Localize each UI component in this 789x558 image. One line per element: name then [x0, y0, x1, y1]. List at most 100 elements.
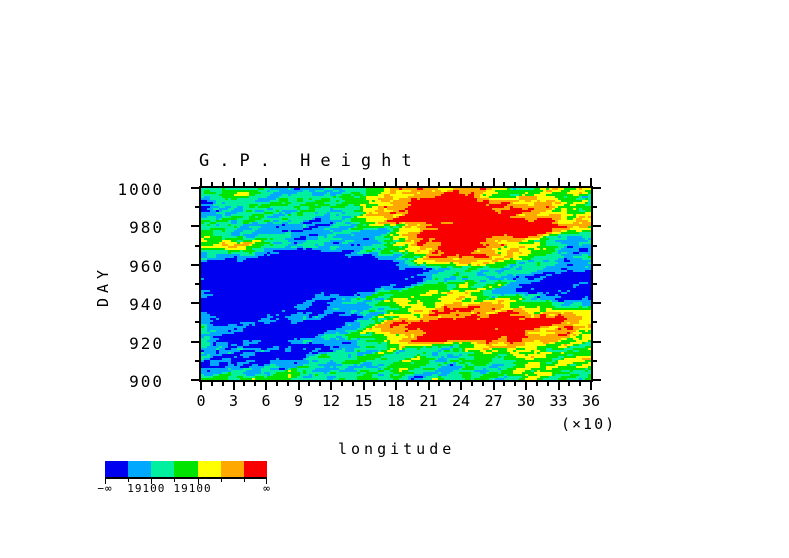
axis-tick — [536, 382, 538, 386]
axis-tick — [363, 382, 365, 390]
axis-tick — [438, 182, 440, 186]
axis-tick — [384, 382, 386, 386]
axis-tick — [195, 206, 199, 208]
colorbar-tick-label: 19100 — [173, 482, 212, 495]
axis-tick — [243, 382, 245, 386]
x-axis-scale-note: (×10) — [561, 415, 617, 433]
colorbar-tick — [174, 479, 176, 482]
axis-tick — [449, 182, 451, 186]
axis-tick — [254, 182, 256, 186]
axis-tick — [395, 382, 397, 390]
axis-tick — [298, 178, 300, 186]
axis-tick — [525, 178, 527, 186]
colorbar-tick — [197, 479, 199, 484]
axis-tick — [406, 382, 408, 386]
colorbar-segment — [128, 461, 152, 477]
axis-tick — [558, 382, 560, 390]
axis-tick — [579, 182, 581, 186]
x-tick-label: 18 — [386, 392, 406, 410]
axis-tick — [384, 182, 386, 186]
x-tick-label: 6 — [261, 392, 271, 410]
colorbar-segment — [151, 461, 175, 477]
axis-tick — [195, 321, 199, 323]
axis-tick — [593, 225, 601, 227]
y-tick-label: 980 — [129, 218, 164, 238]
axis-tick — [341, 382, 343, 386]
y-tick-label: 900 — [129, 372, 164, 391]
y-tick-label: 940 — [129, 295, 164, 315]
axis-tick — [254, 382, 256, 386]
y-tick-label: 920 — [129, 333, 164, 353]
axis-tick — [558, 178, 560, 186]
axis-tick — [482, 382, 484, 386]
axis-tick — [308, 382, 310, 386]
axis-tick — [547, 382, 549, 386]
axis-tick — [200, 382, 202, 390]
axis-tick — [243, 182, 245, 186]
axis-tick — [568, 382, 570, 386]
colorbar-tick — [105, 479, 106, 484]
axis-tick — [471, 382, 473, 386]
axis-tick — [395, 178, 397, 186]
colorbar-tick — [243, 479, 245, 482]
colorbar-tick-label: ∞ — [263, 482, 271, 495]
colorbar-tick — [151, 479, 153, 484]
x-tick-label: 15 — [354, 392, 373, 410]
axis-tick — [428, 178, 430, 186]
axis-tick — [593, 360, 597, 362]
x-tick-label: 9 — [293, 392, 304, 410]
axis-tick — [195, 283, 199, 285]
colorbar-tick-label: −∞ — [97, 482, 113, 495]
axis-tick — [471, 182, 473, 186]
axis-tick — [191, 187, 199, 189]
axis-tick — [460, 178, 462, 186]
colorbar-tick — [266, 479, 267, 484]
colorbar-segment — [220, 461, 244, 477]
axis-tick — [211, 382, 213, 386]
axis-tick — [233, 178, 235, 186]
axis-tick — [222, 182, 224, 186]
axis-tick — [593, 321, 597, 323]
axis-tick — [373, 382, 375, 386]
axis-tick — [363, 178, 365, 186]
x-tick-label: 36 — [581, 392, 601, 410]
axis-tick — [211, 182, 213, 186]
colorbar-segment — [197, 461, 221, 477]
axis-tick — [265, 382, 267, 390]
axis-tick — [579, 382, 581, 386]
axis-tick — [536, 182, 538, 186]
axis-tick — [191, 379, 199, 381]
axis-tick — [493, 178, 495, 186]
axis-tick — [514, 182, 516, 186]
colorbar-segment — [243, 461, 267, 477]
axis-tick — [276, 382, 278, 386]
axis-tick — [191, 264, 199, 266]
axis-tick — [593, 245, 597, 247]
axis-tick — [222, 382, 224, 386]
axis-tick — [547, 182, 549, 186]
axis-tick — [590, 178, 592, 186]
heatmap-field — [201, 188, 591, 380]
axis-tick — [593, 187, 601, 189]
axis-tick — [191, 341, 199, 343]
y-tick-label: 1000 — [117, 180, 164, 199]
axis-tick — [319, 382, 321, 386]
axis-tick — [265, 178, 267, 186]
x-tick-label: 24 — [451, 392, 471, 410]
axis-tick — [428, 382, 430, 390]
axis-tick — [593, 283, 597, 285]
x-tick-label: 3 — [228, 392, 239, 410]
axis-tick — [503, 182, 505, 186]
axis-tick — [341, 182, 343, 186]
x-tick-label: 33 — [549, 392, 568, 410]
axis-tick — [593, 206, 597, 208]
axis-tick — [276, 182, 278, 186]
axis-tick — [308, 182, 310, 186]
x-tick-label: 0 — [196, 392, 206, 410]
y-tick-label: 960 — [129, 256, 164, 276]
axis-tick — [191, 302, 199, 304]
axis-tick — [449, 382, 451, 386]
axis-tick — [200, 178, 202, 186]
axis-tick — [593, 341, 601, 343]
